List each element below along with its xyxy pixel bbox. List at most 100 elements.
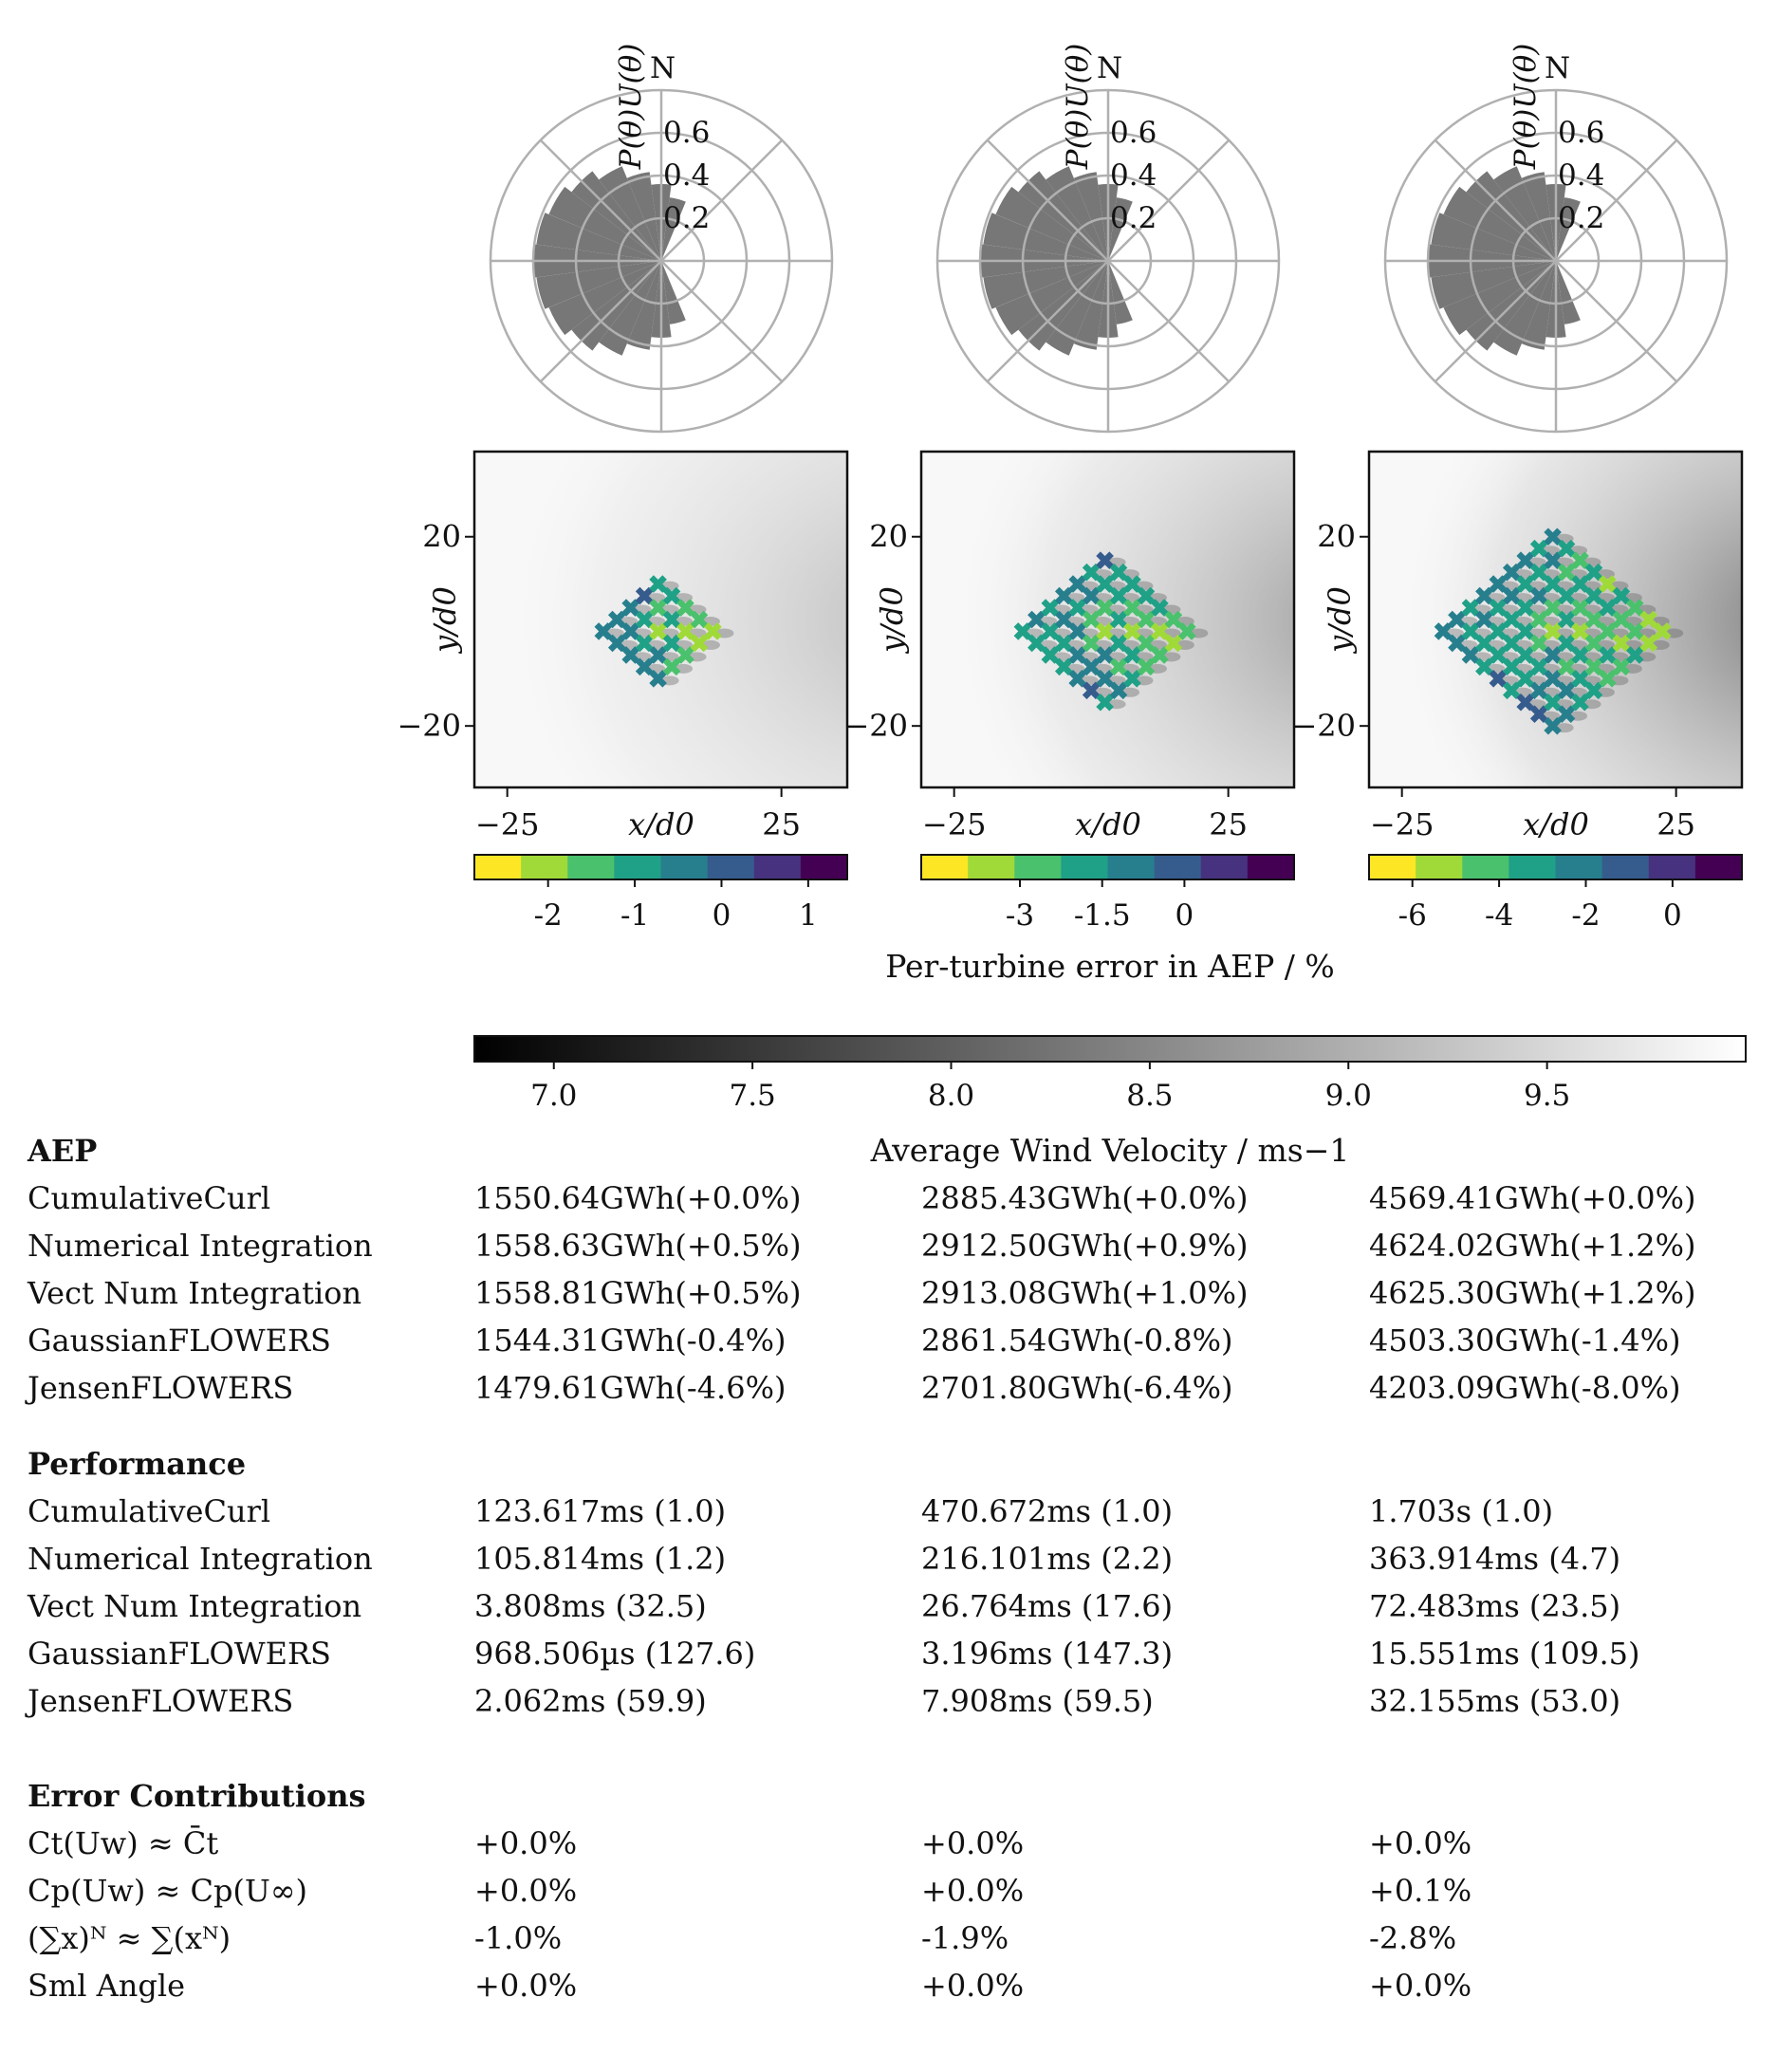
turbine-marker xyxy=(1544,646,1562,664)
turbine-marker xyxy=(1571,575,1589,593)
turbine-marker xyxy=(1109,657,1128,676)
colorbar-segment xyxy=(1200,855,1249,879)
turbine-marker xyxy=(1164,610,1183,629)
turbine-marker xyxy=(1082,681,1101,700)
wind-rose-tick-label: 0.4 xyxy=(663,158,710,193)
turbine-marker xyxy=(649,599,667,617)
turbine-marker xyxy=(1027,610,1046,629)
y-tick-label: 20 xyxy=(869,519,908,555)
turbine-marker xyxy=(1054,610,1073,629)
table-cell: +0.1% xyxy=(1369,1873,1472,1909)
table-cell: 2701.80GWh(-6.4%) xyxy=(921,1370,1233,1406)
turbine-marker xyxy=(649,622,667,640)
error-colorbar-label: Per-turbine error in AEP / % xyxy=(885,948,1335,985)
turbine-marker xyxy=(1109,610,1128,629)
wind-rose-spoke xyxy=(539,139,662,262)
turbine-marker xyxy=(1612,610,1631,629)
performance-heading: Performance xyxy=(28,1446,247,1482)
x-tick-label: 25 xyxy=(1209,806,1248,842)
table-cell: +0.0% xyxy=(474,1825,578,1861)
x-tick-label: −25 xyxy=(922,806,987,842)
wind-rose-spoke xyxy=(986,139,1109,262)
table-cell: 1479.61GWh(-4.6%) xyxy=(474,1370,787,1406)
turbine-marker xyxy=(1584,681,1603,700)
turbine-marker xyxy=(1151,622,1169,640)
colorbar-tick-label: -1.5 xyxy=(1074,898,1131,933)
colorbar-segment xyxy=(1694,855,1743,879)
turbine-map-1: −25 25 20 −20 x/d0 y/d0 -2 -1 0 1 xyxy=(397,450,849,933)
table-cell: 216.101ms (2.2) xyxy=(921,1541,1174,1577)
x-tick-label: 25 xyxy=(762,806,801,842)
colorbar-segment xyxy=(968,855,1015,879)
wind-rose-2: 0.6 0.4 0.2 NP(θ)U(θ) xyxy=(935,44,1281,434)
aep-heading: AEP xyxy=(28,1133,98,1169)
table-cell: 2861.54GWh(-0.8%) xyxy=(921,1323,1233,1359)
colorbar-tick-label: 0 xyxy=(1663,898,1682,933)
turbine-marker xyxy=(1571,693,1589,712)
y-tick-label: 20 xyxy=(422,519,461,555)
wind-rose-north-label: N xyxy=(650,51,676,85)
wind-rose-sector xyxy=(1556,261,1581,324)
colorbar-tick-label: 1 xyxy=(799,898,818,933)
turbine-map-2: −25 25 20 −20 x/d0 y/d0 -3 -1.5 0 xyxy=(843,450,1296,933)
turbine-marker xyxy=(1068,575,1087,593)
wind-rose-tick-label: 0.6 xyxy=(663,116,710,150)
velocity-field xyxy=(474,452,847,787)
wind-rose-radial-label: P(θ)U(θ) xyxy=(1509,44,1543,171)
wind-rose-tick-label: 0.6 xyxy=(1110,116,1157,150)
colorbar-segment xyxy=(1369,855,1416,879)
turbine-marker xyxy=(1599,599,1617,617)
row-label: Vect Num Integration xyxy=(28,1275,362,1311)
turbine-marker xyxy=(676,599,694,617)
turbine-marker xyxy=(1041,599,1060,617)
wind-rose-sector xyxy=(548,186,661,261)
table-cell: 72.483ms (23.5) xyxy=(1369,1588,1621,1624)
table-cell: +0.0% xyxy=(921,1825,1025,1861)
turbine-marker xyxy=(594,622,613,640)
wind-rose-sector xyxy=(1521,172,1556,261)
turbine-marker xyxy=(1529,610,1548,629)
turbine-marker xyxy=(1502,610,1521,629)
colorbar-segment xyxy=(1555,855,1603,879)
turbine-marker xyxy=(1489,646,1508,664)
colorbar-tick-label: -1 xyxy=(620,898,649,933)
turbine-marker xyxy=(1529,586,1548,605)
wind-rose-tick-label: 0.4 xyxy=(1110,158,1157,193)
turbine-marker xyxy=(1599,646,1617,664)
velocity-colorbar-tick-label: 7.0 xyxy=(530,1079,577,1113)
wind-rose-sector xyxy=(983,261,1108,309)
turbine-marker xyxy=(1041,622,1060,640)
turbine-marker xyxy=(1626,646,1644,664)
turbine-marker xyxy=(1082,634,1101,653)
turbine-marker xyxy=(1529,539,1548,558)
turbine-marker xyxy=(1151,646,1169,664)
table-cell: 4569.41GWh(+0.0%) xyxy=(1369,1180,1696,1216)
turbine-marker xyxy=(1151,599,1169,617)
colorbar-segment xyxy=(1107,855,1156,879)
turbine-marker xyxy=(1448,634,1466,653)
turbine-map-3: −25 25 20 −20 x/d0 y/d0 -6 -4 -2 0 xyxy=(1291,450,1744,933)
wind-rose-sector xyxy=(626,172,661,261)
y-axis-label: y/d0 xyxy=(874,586,910,655)
colorbar-frame xyxy=(1368,854,1743,880)
wind-rose-spoke xyxy=(1434,139,1557,262)
turbine-marker xyxy=(1516,670,1535,688)
turbine-marker xyxy=(1639,610,1658,629)
y-tick-label: −20 xyxy=(1291,708,1356,744)
plot-frame xyxy=(919,450,1296,789)
turbine-marker xyxy=(1123,599,1141,617)
wind-rose-spoke xyxy=(986,260,1109,383)
turbine-marker xyxy=(662,634,681,653)
wind-rose-tick-label: 0.4 xyxy=(1558,158,1604,193)
turbine-marker xyxy=(649,646,667,664)
turbine-marker xyxy=(1516,622,1535,640)
wind-rose-north-label: N xyxy=(1545,51,1570,85)
plot-frame xyxy=(1367,450,1744,789)
turbine-marker xyxy=(1516,646,1535,664)
turbine-marker xyxy=(1137,586,1156,605)
wind-rose-3: 0.6 0.4 0.2 NP(θ)U(θ) xyxy=(1383,44,1729,434)
turbine-marker xyxy=(1529,563,1548,582)
colorbar-segment xyxy=(1509,855,1556,879)
table-cell: 968.506µs (127.6) xyxy=(474,1636,756,1672)
